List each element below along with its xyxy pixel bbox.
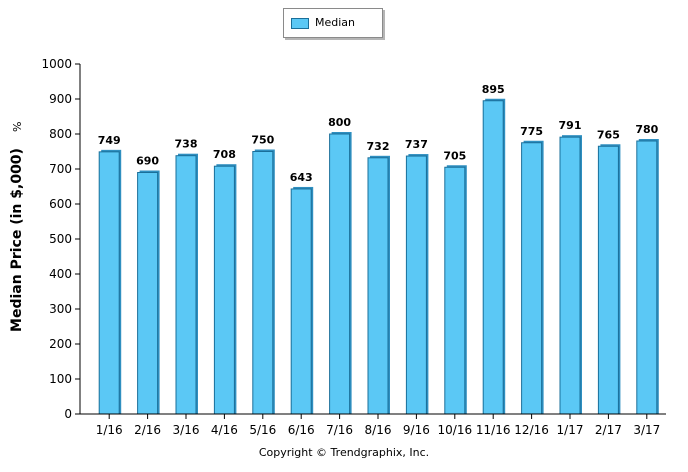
bar-1-16	[98, 151, 120, 415]
bar-value-label: 791	[559, 119, 582, 132]
bar-value-label: 690	[136, 155, 159, 168]
bar-value-label: 895	[482, 83, 505, 96]
x-tick-label: 11/16	[476, 423, 511, 437]
y-tick-label: 800	[49, 127, 72, 141]
x-tick-label: 7/16	[326, 423, 353, 437]
y-tick-label: 1000	[41, 57, 72, 71]
x-tick-label: 6/16	[288, 423, 315, 437]
x-tick-label: 1/16	[96, 423, 123, 437]
bar-10-16	[444, 166, 466, 415]
bar-9-16	[405, 155, 427, 415]
bar-value-label: 643	[290, 171, 313, 184]
bar-3-16	[175, 155, 197, 415]
y-axis-label-suffix: %	[11, 122, 24, 132]
x-tick-label: 4/16	[211, 423, 238, 437]
legend: Median	[283, 8, 383, 38]
bar-value-label: 737	[405, 138, 428, 151]
x-tick-label: 3/17	[633, 423, 660, 437]
x-tick-label: 2/17	[595, 423, 622, 437]
y-axis-title: Median Price (in $,000) %	[9, 122, 25, 332]
y-tick-label: 900	[49, 92, 72, 106]
bar-12-16	[521, 142, 543, 415]
y-tick-label: 600	[49, 197, 72, 211]
bar-11-16	[482, 100, 504, 415]
x-tick-label: 2/16	[134, 423, 161, 437]
y-tick-label: 400	[49, 267, 72, 281]
bar-value-label: 749	[98, 134, 121, 147]
bar-6-16	[290, 188, 312, 415]
bar-value-label: 765	[597, 128, 620, 141]
bar-value-label: 775	[520, 125, 543, 138]
bar-value-label: 800	[328, 116, 351, 129]
x-tick-label: 12/16	[514, 423, 549, 437]
bar-value-label: 780	[635, 123, 658, 136]
legend-label-median: Median	[315, 16, 356, 29]
bar-3-17	[636, 140, 658, 415]
bar-2-16	[137, 172, 159, 415]
bar-value-label: 750	[251, 134, 274, 147]
y-tick-label: 500	[49, 232, 72, 246]
x-tick-label: 3/16	[173, 423, 200, 437]
bar-value-label: 708	[213, 148, 236, 161]
bar-4-16	[213, 165, 235, 415]
x-tick-label: 1/17	[557, 423, 584, 437]
x-tick-label: 5/16	[249, 423, 276, 437]
x-tick-label: 8/16	[365, 423, 392, 437]
y-tick-label: 700	[49, 162, 72, 176]
y-tick-label: 0	[64, 407, 72, 421]
y-tick-label: 300	[49, 302, 72, 316]
bar-value-label: 738	[175, 138, 198, 151]
bar-7-16	[329, 133, 351, 415]
bar-2-17	[597, 145, 619, 415]
y-tick-label: 100	[49, 372, 72, 386]
y-axis-label: Median Price (in $,000)	[9, 148, 25, 332]
x-tick-label: 9/16	[403, 423, 430, 437]
bar-value-label: 705	[443, 149, 466, 162]
bar-1-17	[559, 136, 581, 415]
bar-5-16	[252, 151, 274, 415]
y-tick-label: 200	[49, 337, 72, 351]
bar-value-label: 732	[367, 140, 390, 153]
x-tick-label: 10/16	[438, 423, 473, 437]
copyright-text: Copyright © Trendgraphix, Inc.	[258, 446, 430, 459]
bar-8-16	[367, 157, 389, 415]
legend-swatch-median	[291, 18, 309, 29]
